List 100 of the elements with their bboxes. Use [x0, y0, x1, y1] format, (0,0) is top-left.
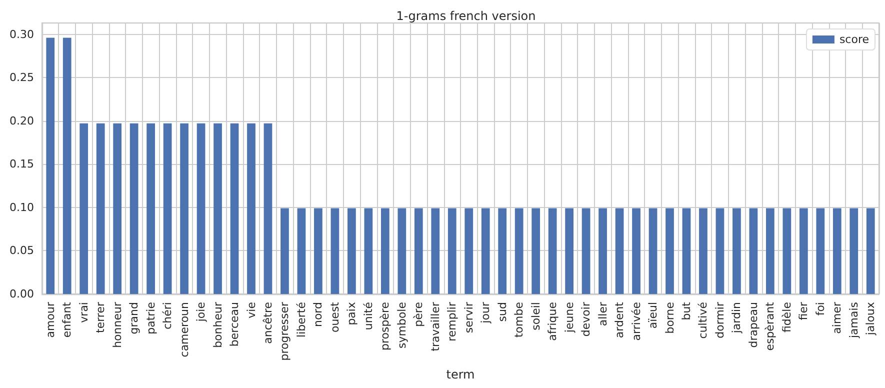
x-tick-label: vrai — [77, 302, 90, 323]
bar — [816, 208, 825, 294]
bar — [380, 208, 390, 294]
x-tick-label: espèrant — [764, 301, 777, 351]
x-tick-label: aïeul — [646, 302, 660, 329]
x-tick-label: aller — [596, 302, 610, 326]
x-tick-label: aimer — [830, 302, 844, 334]
x-tick-label: tombe — [512, 302, 526, 338]
bar — [481, 208, 490, 294]
y-tick-label: 0.05 — [10, 244, 34, 258]
y-tick-label: 0.15 — [10, 158, 34, 171]
legend-label: score — [839, 33, 870, 46]
bar — [699, 208, 708, 294]
bar — [632, 208, 640, 294]
bar — [297, 208, 306, 294]
x-tick-label: unité — [362, 302, 375, 330]
x-axis-title: term — [446, 368, 475, 382]
bar — [230, 123, 239, 294]
x-tick-label: père — [412, 302, 426, 327]
bar — [799, 208, 808, 294]
chart-title: 1-grams french version — [396, 9, 536, 23]
bar — [582, 208, 590, 294]
bar — [264, 123, 272, 294]
x-tick-label: dormir — [713, 302, 726, 338]
x-tick-label: servir — [462, 302, 476, 334]
bar — [196, 123, 206, 294]
x-tick-label: prospère — [378, 302, 392, 351]
x-tick-label: cultivé — [696, 302, 710, 339]
y-tick-label: 0.20 — [10, 114, 34, 128]
x-tick-label: fier — [797, 302, 810, 320]
bar — [615, 208, 624, 294]
x-tick-label: fidèle — [780, 302, 794, 333]
x-tick-label: arrivée — [630, 302, 643, 341]
bar — [163, 123, 172, 294]
bar — [330, 208, 340, 294]
y-tick-label: 0.25 — [10, 71, 34, 84]
bar — [414, 208, 423, 294]
x-tick-label: ancêtre — [261, 302, 274, 344]
x-tick-label: joie — [194, 302, 208, 323]
bar — [96, 123, 105, 294]
x-tick-label: jardin — [730, 302, 744, 334]
bar — [247, 123, 256, 294]
bar — [832, 208, 842, 294]
bar — [548, 208, 557, 294]
x-tick-label: jour — [479, 302, 492, 324]
x-tick-label: devoir — [580, 302, 593, 337]
x-tick-label: berceau — [228, 302, 242, 347]
x-tick-label: amour — [44, 302, 57, 338]
bar — [498, 208, 507, 294]
bar — [532, 208, 540, 294]
bar — [598, 208, 607, 294]
bar — [431, 208, 440, 294]
x-tick-label: soleil — [529, 302, 542, 330]
x-tick-label: grand — [128, 302, 141, 334]
y-tick-label: 0.00 — [10, 288, 34, 300]
bar — [46, 38, 55, 294]
bar — [398, 208, 406, 294]
y-tick-label: 0.10 — [10, 200, 34, 214]
x-tick-label: enfant — [60, 301, 74, 338]
bar — [464, 208, 474, 294]
bar — [749, 208, 758, 294]
x-tick-label: jamais — [847, 302, 860, 340]
x-tick-label: progresser — [278, 302, 292, 361]
x-tick-label: paix — [345, 302, 358, 326]
bar — [766, 208, 774, 294]
bar — [565, 208, 574, 294]
x-tick-label: afrique — [546, 302, 560, 341]
bar — [113, 123, 122, 294]
bar — [62, 38, 72, 294]
x-tick-label: liberté — [294, 302, 308, 338]
bar — [514, 208, 524, 294]
x-tick-label: bonheur — [211, 302, 224, 348]
bar — [682, 208, 691, 294]
x-tick-label: nord — [312, 302, 325, 328]
bar — [850, 208, 858, 294]
x-tick-label: ouest — [328, 301, 342, 333]
x-tick-label: patrie — [144, 302, 158, 334]
x-tick-label: ardent — [613, 301, 626, 338]
bar — [314, 208, 322, 294]
x-tick-label: cameroun — [178, 302, 191, 358]
bar — [130, 123, 138, 294]
x-tick-label: jeune — [562, 302, 576, 334]
bar — [364, 208, 373, 294]
x-tick-label: terrer — [94, 302, 108, 333]
bar — [80, 123, 88, 294]
x-tick-label: chéri — [161, 302, 174, 330]
bar — [732, 208, 741, 294]
bar — [280, 208, 289, 294]
x-tick-label: drapeau — [746, 302, 760, 348]
x-tick-label: honneur — [110, 302, 124, 348]
x-tick-label: symbole — [395, 302, 408, 348]
x-tick-label: foi — [814, 302, 827, 316]
y-tick-label: 0.30 — [10, 28, 34, 41]
bar — [648, 208, 658, 294]
bar — [866, 208, 875, 294]
x-tick-label: but — [680, 301, 693, 320]
x-tick-label: vie — [244, 302, 258, 318]
bar — [180, 123, 188, 294]
bar — [146, 123, 155, 294]
x-tick-label: travailler — [428, 302, 442, 352]
